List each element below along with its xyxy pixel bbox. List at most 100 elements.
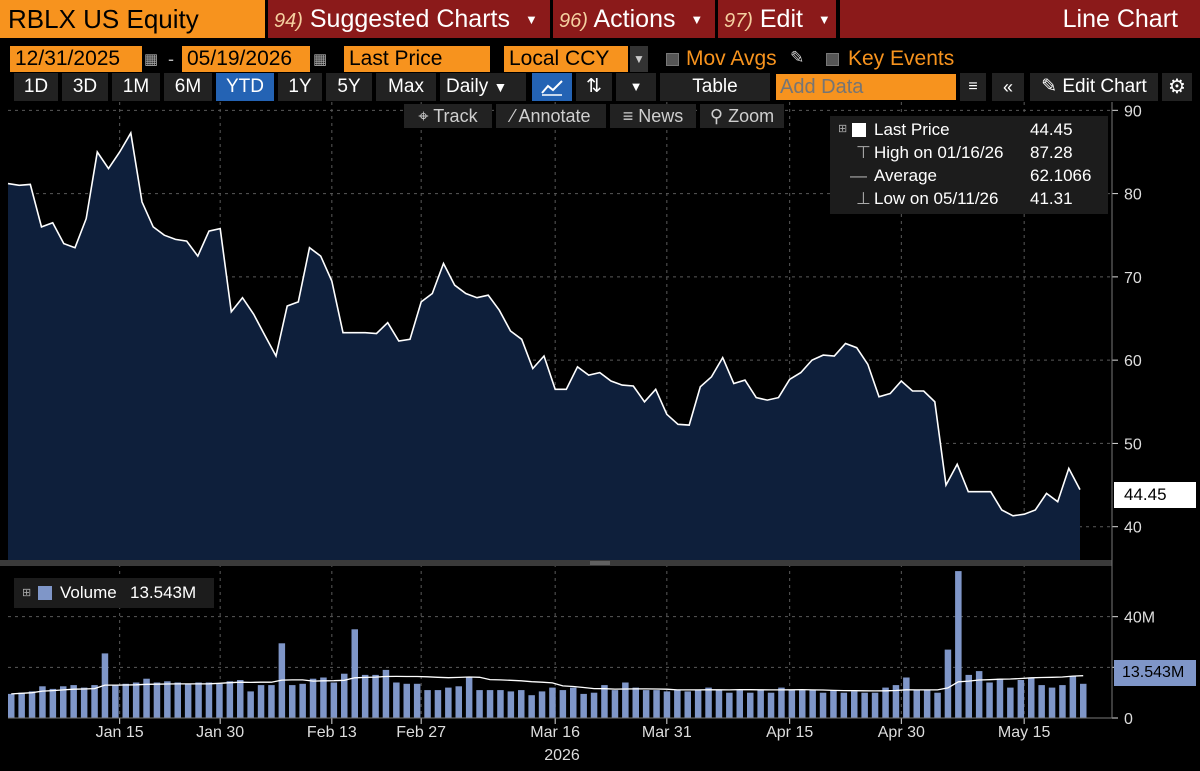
end-date-field[interactable]: 05/19/2026 bbox=[182, 46, 310, 72]
volume-bar bbox=[767, 692, 775, 718]
currency-selector[interactable]: Local CCY bbox=[504, 46, 628, 72]
volume-bar bbox=[413, 683, 421, 718]
volume-bar bbox=[320, 677, 327, 718]
volume-bar bbox=[871, 692, 879, 718]
chevron-down-icon[interactable]: ▼ bbox=[616, 73, 656, 101]
volume-bar bbox=[257, 685, 265, 718]
gear-icon[interactable]: ⚙ bbox=[1162, 73, 1192, 101]
period-1y[interactable]: 1Y bbox=[278, 73, 322, 101]
candlestick-icon[interactable]: ⇅ bbox=[576, 73, 612, 101]
volume-bar bbox=[237, 680, 244, 718]
annotate-button[interactable]: ⁄ Annotate bbox=[496, 104, 606, 128]
legend-row-low: ⊥ Low on 05/11/26 41.31 bbox=[830, 187, 1108, 210]
mov-avgs-label: Mov Avgs bbox=[686, 47, 777, 70]
price-volume-chart[interactable]: 40 50 60 70 80 90 0 40M Jan 15 Jan 30 Feb 13 Feb … bbox=[0, 102, 1200, 771]
expand-icon[interactable]: ⊞ bbox=[838, 123, 848, 135]
actions-menu[interactable]: 96) Actions ▼ bbox=[553, 0, 715, 38]
volume-bar bbox=[164, 681, 171, 718]
pane-divider[interactable] bbox=[0, 560, 1112, 566]
legend-label: High on 01/16/26 bbox=[874, 143, 1004, 162]
magnifier-icon: ⚲ bbox=[709, 106, 724, 126]
volume-bar bbox=[1028, 677, 1035, 718]
zoom-button[interactable]: ⚲ Zoom bbox=[700, 104, 784, 128]
price-axis: 40 50 60 70 80 90 bbox=[1112, 103, 1142, 537]
date-separator: - bbox=[168, 49, 174, 69]
legend-row-average: — Average 62.1066 bbox=[830, 164, 1108, 187]
news-icon: ≡ bbox=[622, 106, 634, 126]
period-ytd[interactable]: YTD bbox=[216, 73, 274, 101]
volume-axis: 0 40M bbox=[1112, 610, 1155, 728]
period-5y[interactable]: 5Y bbox=[326, 73, 372, 101]
period-3d[interactable]: 3D bbox=[62, 73, 108, 101]
x-tick-label: Apr 15 bbox=[766, 724, 813, 741]
y-tick-label: 90 bbox=[1124, 103, 1142, 120]
x-tick-label: May 15 bbox=[998, 724, 1051, 741]
volume-bar bbox=[903, 677, 910, 718]
ticker-field[interactable]: RBLX US Equity bbox=[0, 0, 265, 38]
legend-value: 41.31 bbox=[1030, 189, 1073, 208]
volume-bar bbox=[18, 692, 25, 718]
volume-bar bbox=[674, 690, 681, 718]
chevron-down-icon[interactable]: ▼ bbox=[630, 46, 648, 72]
volume-bar bbox=[28, 691, 36, 718]
field-selector[interactable]: Last Price bbox=[344, 46, 490, 72]
calendar-icon[interactable]: ▦ bbox=[144, 51, 159, 68]
menu-label: Edit bbox=[759, 5, 803, 33]
filter-icon[interactable]: ≡ bbox=[960, 73, 986, 101]
volume-bar bbox=[778, 687, 785, 718]
price-legend: ⊞ Last Price 44.45 ⊤ High on 01/16/26 87… bbox=[830, 116, 1108, 214]
edit-chart-button[interactable]: ✎ Edit Chart bbox=[1030, 73, 1158, 101]
chevron-down-icon: ▼ bbox=[493, 79, 508, 95]
edit-menu[interactable]: 97) Edit ▼ bbox=[718, 0, 836, 38]
period-1m[interactable]: 1M bbox=[112, 73, 160, 101]
period-max[interactable]: Max bbox=[376, 73, 436, 101]
last-price-tag: 44.45 bbox=[1114, 482, 1196, 508]
volume-bar bbox=[393, 682, 400, 718]
volume-bar bbox=[382, 669, 390, 718]
suggested-charts-menu[interactable]: 94) Suggested Charts ▼ bbox=[268, 0, 550, 38]
track-label: Track bbox=[433, 106, 478, 126]
track-button[interactable]: ⌖ Track bbox=[404, 104, 492, 128]
pencil-icon[interactable]: ✎ bbox=[790, 48, 805, 67]
volume-bar bbox=[351, 629, 358, 718]
key-events-checkbox[interactable] bbox=[826, 53, 839, 66]
y-tick-label: 60 bbox=[1124, 353, 1142, 370]
table-button[interactable]: Table bbox=[660, 73, 770, 101]
series-swatch bbox=[852, 123, 866, 137]
start-date-field[interactable]: 12/31/2025 bbox=[10, 46, 142, 72]
volume-bar bbox=[184, 683, 192, 718]
volume-bar bbox=[642, 690, 650, 718]
mov-avgs-checkbox[interactable] bbox=[666, 53, 679, 66]
volume-bar bbox=[549, 687, 556, 718]
volume-bar bbox=[757, 690, 764, 718]
period-6m[interactable]: 6M bbox=[164, 73, 212, 101]
zoom-label: Zoom bbox=[728, 106, 775, 126]
volume-legend-label: Volume bbox=[60, 583, 117, 602]
legend-row-last-price: ⊞ Last Price 44.45 bbox=[830, 118, 1108, 141]
volume-bar bbox=[840, 692, 848, 718]
x-tick-label: Jan 15 bbox=[96, 724, 144, 741]
volume-bar bbox=[497, 690, 504, 718]
period-1d[interactable]: 1D bbox=[14, 73, 58, 101]
volume-bar bbox=[1080, 683, 1087, 718]
add-data-input[interactable] bbox=[776, 74, 956, 100]
volume-bar bbox=[205, 682, 213, 718]
volume-bar bbox=[330, 682, 338, 718]
volume-bar bbox=[1007, 687, 1014, 718]
calendar-icon[interactable]: ▦ bbox=[313, 51, 328, 68]
volume-bar bbox=[684, 691, 691, 718]
volume-bar bbox=[663, 691, 671, 718]
volume-bar bbox=[726, 692, 733, 718]
frequency-selector[interactable]: Daily ▼ bbox=[440, 73, 526, 101]
line-chart-icon[interactable] bbox=[532, 73, 572, 101]
volume-bar bbox=[923, 690, 931, 718]
volume-bar bbox=[799, 690, 806, 718]
collapse-icon[interactable]: « bbox=[992, 73, 1024, 101]
dropdown-caret-icon: ▼ bbox=[690, 12, 704, 28]
edit-chart-label: Edit Chart bbox=[1062, 76, 1147, 97]
expand-icon[interactable]: ⊞ bbox=[22, 587, 32, 599]
y-tick-label: 80 bbox=[1124, 187, 1142, 204]
volume-legend-value: 13.543M bbox=[130, 583, 197, 602]
low-marker-icon: ⊥ bbox=[856, 189, 871, 208]
news-button[interactable]: ≡ News bbox=[610, 104, 696, 128]
